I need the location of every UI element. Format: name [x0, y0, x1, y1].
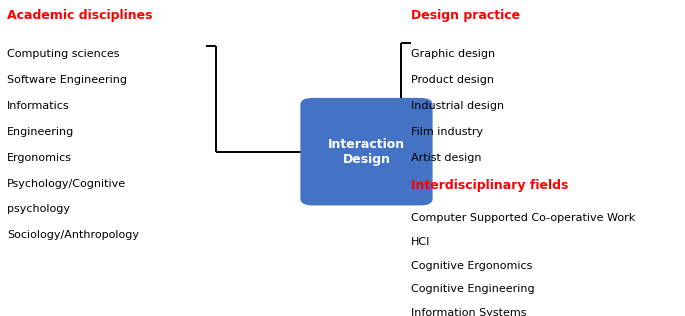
Text: Interdisciplinary fields: Interdisciplinary fields: [411, 179, 569, 191]
Text: Psychology/Cognitive: Psychology/Cognitive: [7, 179, 126, 189]
Text: Graphic design: Graphic design: [411, 49, 495, 59]
Text: Interaction
Design: Interaction Design: [328, 138, 405, 166]
Text: Computer Supported Co-operative Work: Computer Supported Co-operative Work: [411, 213, 635, 223]
Text: Computing sciences: Computing sciences: [7, 49, 119, 59]
Text: Engineering: Engineering: [7, 127, 74, 137]
Text: Artist design: Artist design: [411, 153, 482, 163]
Text: psychology: psychology: [7, 204, 70, 215]
FancyBboxPatch shape: [301, 99, 432, 205]
Text: Software Engineering: Software Engineering: [7, 75, 127, 85]
Text: Cognitive Ergonomics: Cognitive Ergonomics: [411, 261, 532, 271]
Text: Informatics: Informatics: [7, 101, 69, 111]
Text: Product design: Product design: [411, 75, 494, 85]
Text: Information Systems: Information Systems: [411, 308, 527, 316]
Text: Film industry: Film industry: [411, 127, 483, 137]
Text: Design practice: Design practice: [411, 9, 520, 22]
Text: Sociology/Anthropology: Sociology/Anthropology: [7, 230, 139, 240]
Text: HCI: HCI: [411, 237, 430, 247]
Text: Cognitive Engineering: Cognitive Engineering: [411, 284, 534, 295]
Text: Academic disciplines: Academic disciplines: [7, 9, 152, 22]
Text: Industrial design: Industrial design: [411, 101, 504, 111]
Text: Ergonomics: Ergonomics: [7, 153, 72, 163]
